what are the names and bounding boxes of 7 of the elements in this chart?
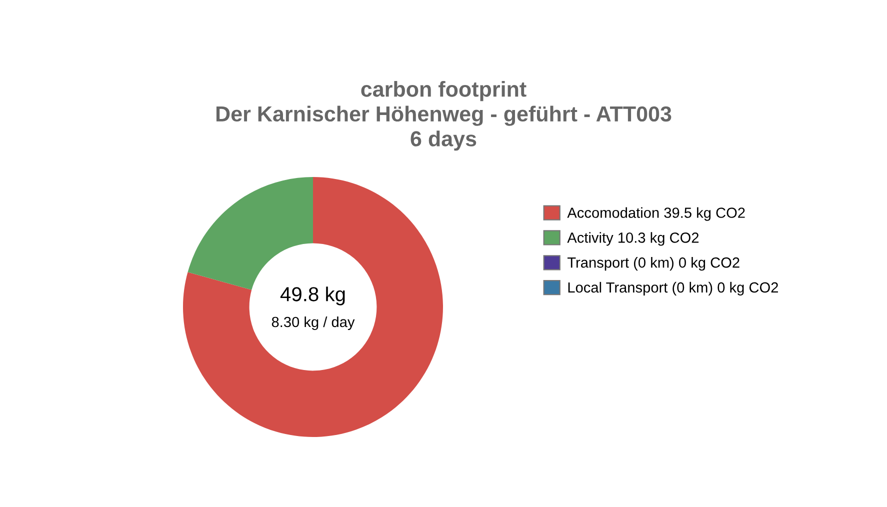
chart-title: carbon footprint Der Karnischer Höhenweg - geführt - ATT003 6 days <box>216 81 672 151</box>
legend-label: Local Transport (0 km) 0 kg CO2 <box>568 282 778 296</box>
text: 8.30 kg / day <box>272 316 355 330</box>
legend-label: Transport (0 km) 0 kg CO2 <box>567 257 740 271</box>
text: 49.8 kg <box>280 286 345 306</box>
legend-label: Activity 10.3 kg CO2 <box>567 232 699 246</box>
legend-label: Accomodation 39.5 kg CO2 <box>567 207 745 221</box>
